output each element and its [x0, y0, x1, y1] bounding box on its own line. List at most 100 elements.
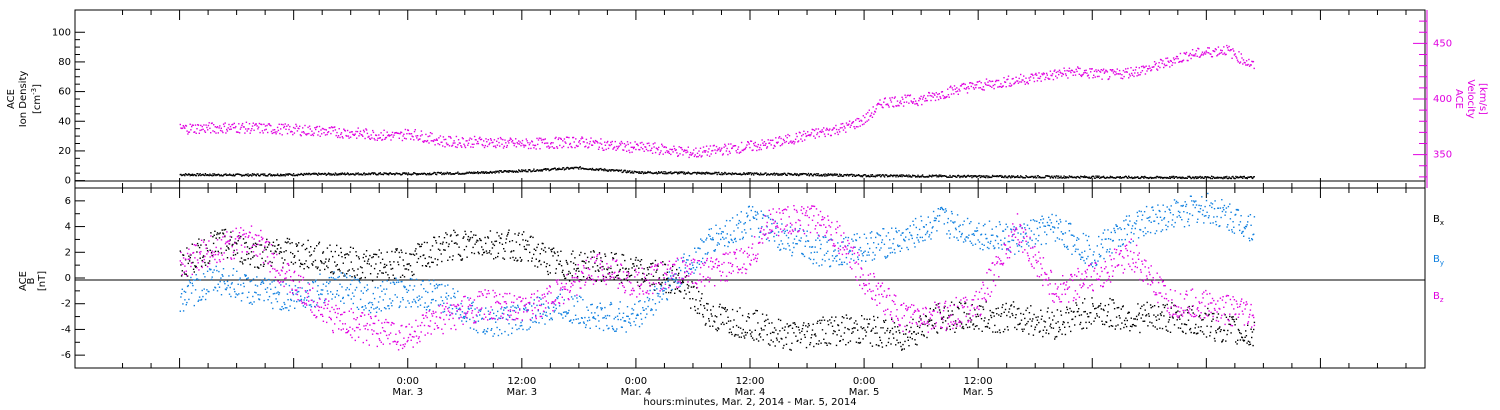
- velocity-series-point: [592, 140, 594, 142]
- velocity-series-point: [970, 85, 972, 88]
- velocity-series-point: [235, 131, 238, 133]
- velocity-series-point: [1144, 73, 1147, 75]
- density-series-point: [305, 172, 308, 175]
- density-series-point: [544, 168, 546, 170]
- density-series-point: [196, 173, 198, 175]
- density-series-point: [1121, 176, 1124, 179]
- velocity-series-point: [759, 144, 762, 146]
- velocity-series-point: [689, 154, 691, 156]
- density-series-point: [1241, 176, 1243, 178]
- density-series-point: [576, 166, 578, 169]
- velocity-series-point: [403, 133, 405, 135]
- bx-series-point: [469, 238, 471, 241]
- density-series-point: [467, 172, 470, 174]
- bx-series-point: [637, 259, 639, 261]
- bx-series-point: [887, 341, 890, 344]
- bx-series-point: [509, 240, 511, 243]
- bx-series-point: [740, 336, 742, 338]
- bx-series-point: [1207, 307, 1209, 310]
- density-series-point: [375, 173, 377, 175]
- by-series-point: [355, 278, 357, 281]
- density-series-point: [1096, 175, 1099, 177]
- bx-series-point: [1132, 323, 1134, 326]
- density-series-point: [1195, 177, 1198, 180]
- density-series-point: [1125, 176, 1128, 178]
- bx-series-point: [662, 274, 665, 276]
- velocity-series-point: [716, 149, 718, 152]
- by-series-point: [372, 292, 374, 295]
- by-series-point: [383, 307, 386, 309]
- by-series-point: [306, 299, 308, 301]
- bx-series-point: [220, 252, 223, 254]
- velocity-series-point: [616, 148, 619, 150]
- bx-series-point: [431, 245, 434, 247]
- bx-series-point: [239, 260, 241, 263]
- bx-series-point: [755, 338, 758, 340]
- density-series-point: [257, 174, 260, 177]
- bx-series-point: [1004, 308, 1007, 311]
- bx-series-point: [523, 231, 525, 233]
- bx-series-point: [1250, 328, 1252, 330]
- bx-series-point: [604, 255, 607, 257]
- velocity-series-point: [1242, 59, 1245, 61]
- velocity-series-point: [982, 86, 985, 88]
- by-series-point: [469, 318, 471, 321]
- by-series-point: [268, 295, 271, 298]
- velocity-series-point: [635, 143, 638, 145]
- density-series-point: [340, 173, 343, 176]
- bx-series-point: [648, 273, 650, 275]
- by-series-point: [245, 274, 247, 277]
- bx-series-point: [875, 326, 877, 328]
- bx-series-point: [849, 340, 852, 342]
- by-series-point: [464, 315, 466, 318]
- density-series-point: [616, 169, 618, 171]
- bx-series-point: [1118, 315, 1120, 317]
- density-series-point: [811, 174, 813, 177]
- bx-series-point: [1221, 341, 1223, 343]
- velocity-series-point: [618, 145, 620, 147]
- bx-series-point: [886, 329, 888, 332]
- density-series-point: [882, 174, 884, 176]
- velocity-series-point: [380, 132, 382, 134]
- density-series-point: [451, 173, 453, 175]
- by-series-point: [278, 292, 281, 294]
- velocity-series-point: [1074, 71, 1076, 73]
- bx-series-point: [696, 312, 699, 314]
- density-series-point: [217, 173, 219, 175]
- bx-series-point: [823, 338, 825, 340]
- density-series-point: [546, 168, 549, 170]
- velocity-series-point: [612, 148, 614, 150]
- velocity-series-point: [832, 127, 835, 129]
- density-series-point: [1015, 175, 1017, 178]
- bx-series-point: [217, 250, 219, 253]
- velocity-series-point: [225, 132, 227, 134]
- bx-series-point: [441, 260, 443, 263]
- bx-series-point: [789, 324, 792, 327]
- bx-series-point: [334, 250, 336, 253]
- by-series-point: [382, 299, 384, 301]
- velocity-series-point: [1221, 49, 1223, 52]
- density-series-point: [405, 172, 407, 174]
- bx-series-point: [629, 275, 631, 277]
- density-series-point: [1077, 175, 1079, 178]
- bx-series-point: [448, 243, 450, 245]
- density-series-point: [1104, 177, 1106, 179]
- velocity-series-point: [721, 154, 724, 156]
- velocity-series-point: [1132, 69, 1134, 71]
- bx-series-point: [755, 309, 757, 312]
- bx-series-point: [263, 263, 265, 265]
- bx-series-point: [900, 345, 902, 348]
- bx-series-point: [312, 261, 315, 263]
- bx-series-point: [1119, 328, 1122, 330]
- velocity-series-point: [1036, 74, 1038, 76]
- density-series-point: [462, 173, 464, 175]
- velocity-series-point: [581, 136, 583, 138]
- bx-series-point: [296, 244, 299, 246]
- bx-series-point: [1166, 303, 1168, 306]
- velocity-series-point: [672, 151, 674, 153]
- bx-series-point: [560, 250, 562, 252]
- velocity-series-point: [321, 133, 323, 135]
- velocity-series-point: [902, 105, 905, 107]
- velocity-series-point: [184, 124, 187, 127]
- bx-series-point: [218, 237, 221, 239]
